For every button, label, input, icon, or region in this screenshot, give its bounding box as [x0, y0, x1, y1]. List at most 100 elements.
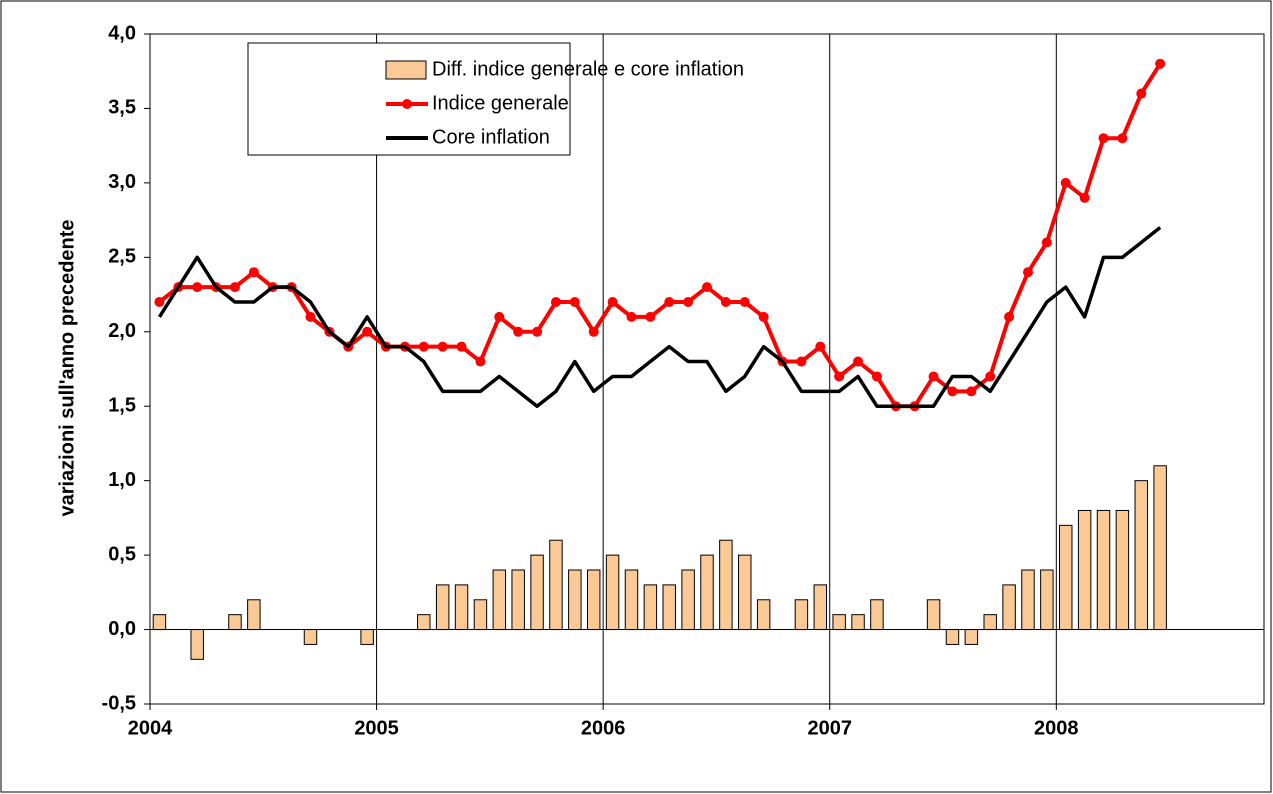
- y-tick-label: 1,5: [108, 395, 136, 417]
- marker: [305, 311, 316, 322]
- x-tick-label: 2005: [354, 717, 399, 739]
- x-tick-label: 2008: [1034, 717, 1079, 739]
- bar: [247, 599, 261, 631]
- bar: [190, 629, 204, 660]
- legend-label: Diff. indice generale e core inflation: [432, 58, 744, 80]
- bar: [360, 629, 374, 645]
- y-tick-label: 2,0: [108, 320, 136, 342]
- marker: [588, 326, 599, 337]
- y-tick-label: 1,0: [108, 469, 136, 491]
- marker: [985, 371, 996, 382]
- marker: [720, 297, 731, 307]
- bar: [511, 569, 525, 631]
- marker: [192, 282, 203, 293]
- marker: [437, 341, 448, 352]
- x-tick-label: 2006: [581, 717, 626, 739]
- x-tick-label: 2007: [807, 717, 852, 739]
- bar: [228, 614, 242, 631]
- marker: [1004, 311, 1015, 322]
- bar: [303, 629, 318, 645]
- marker: [494, 311, 505, 322]
- marker: [1041, 237, 1052, 248]
- bar: [926, 599, 941, 631]
- bar: [152, 614, 167, 631]
- bar: [454, 584, 469, 631]
- marker: [229, 282, 240, 293]
- bar: [870, 599, 884, 631]
- marker: [758, 311, 769, 322]
- y-tick-label: -0,5: [102, 692, 136, 714]
- marker: [362, 326, 373, 337]
- bar: [1134, 480, 1149, 631]
- marker: [550, 297, 561, 307]
- y-axis-label: variazioni sull'anno precedente: [56, 219, 78, 516]
- marker: [683, 297, 694, 307]
- bar: [738, 554, 752, 631]
- bar: [1059, 524, 1073, 631]
- bar: [945, 629, 960, 645]
- bar: [473, 599, 488, 631]
- y-tick-label: 2,5: [108, 246, 136, 268]
- marker: [154, 297, 165, 307]
- legend-label: Core inflation: [432, 126, 550, 148]
- marker: [1098, 133, 1109, 144]
- marker: [532, 326, 543, 337]
- marker: [569, 297, 580, 307]
- line: [157, 226, 1162, 408]
- marker: [739, 297, 750, 307]
- bar: [605, 554, 620, 631]
- bar: [530, 554, 544, 631]
- marker: [853, 356, 864, 367]
- bar: [568, 569, 582, 631]
- marker: [418, 341, 429, 352]
- marker: [626, 311, 637, 322]
- marker: [834, 371, 845, 382]
- x-tick-label: 2004: [128, 717, 173, 739]
- bar: [1021, 569, 1035, 631]
- bar: [1115, 509, 1130, 631]
- bar: [586, 569, 601, 631]
- bar: [1153, 465, 1167, 631]
- legend-label: Indice generale: [432, 92, 569, 114]
- bar: [700, 554, 714, 631]
- marker: [947, 386, 958, 397]
- bar: [549, 539, 563, 631]
- y-tick-label: 4,0: [108, 22, 136, 44]
- marker: [475, 356, 486, 367]
- bar: [643, 584, 658, 631]
- bar: [719, 539, 733, 631]
- marker: [456, 341, 467, 352]
- marker: [871, 371, 882, 382]
- plot-border: [149, 33, 1265, 705]
- marker: [815, 341, 826, 352]
- marker: [1136, 88, 1147, 99]
- bar: [417, 614, 431, 631]
- marker: [702, 282, 712, 293]
- y-tick-label: 0,0: [108, 618, 136, 640]
- bar: [813, 584, 828, 631]
- marker: [248, 267, 259, 278]
- marker: [796, 356, 807, 367]
- bar: [662, 584, 676, 631]
- bar: [624, 569, 639, 631]
- bar: [794, 599, 809, 631]
- marker: [1079, 192, 1090, 203]
- marker: [1155, 58, 1166, 69]
- bar: [435, 584, 450, 631]
- bar: [851, 614, 865, 631]
- marker: [928, 371, 939, 382]
- bar: [492, 569, 507, 631]
- marker: [1060, 177, 1071, 188]
- marker: [1117, 133, 1128, 144]
- y-tick-label: 3,5: [108, 97, 136, 119]
- y-tick-label: 0,5: [108, 543, 136, 565]
- marker: [513, 326, 524, 337]
- bar: [1040, 569, 1054, 631]
- marker: [607, 297, 618, 307]
- bar: [1096, 509, 1111, 631]
- y-tick-label: 3,0: [108, 171, 136, 193]
- bar: [983, 614, 997, 631]
- bar: [964, 629, 979, 645]
- marker: [664, 297, 675, 307]
